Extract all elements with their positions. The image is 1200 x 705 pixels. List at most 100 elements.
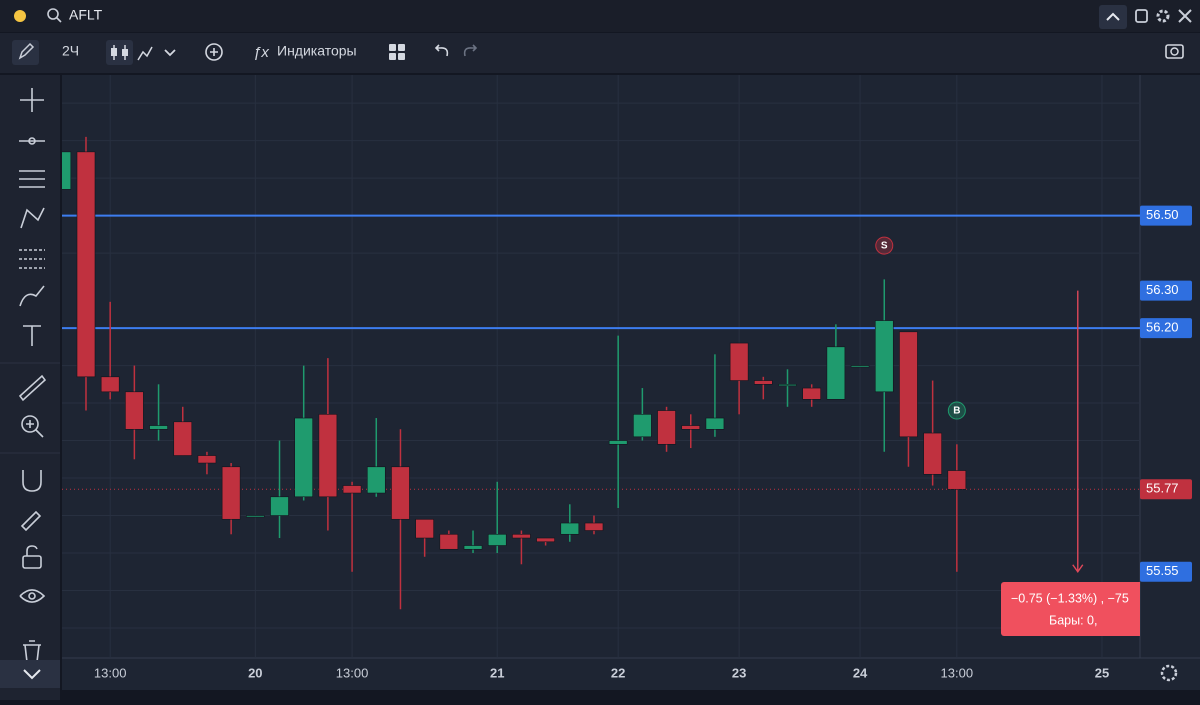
price-axis	[1140, 75, 1200, 658]
axis-settings[interactable]	[1160, 664, 1178, 682]
candle-body	[439, 533, 459, 550]
draw-button[interactable]	[12, 40, 39, 65]
last-price-label: 55.77	[1146, 481, 1179, 496]
price-tag	[1140, 318, 1192, 339]
x-tick-label: 22	[611, 665, 625, 680]
layout-button[interactable]	[389, 44, 405, 60]
series	[62, 136, 967, 610]
candle-body	[366, 466, 386, 494]
x-tick-label: 20	[248, 665, 262, 680]
candle-body	[463, 545, 483, 550]
candle-body	[318, 414, 338, 498]
window-dot[interactable]	[14, 10, 26, 22]
overlays: 56.50 56.20 56.30 55.55 55.77 S B −0.75 (−1.33%…	[875, 205, 1192, 636]
candle-body	[705, 417, 725, 430]
ruler-tool[interactable]	[18, 374, 47, 402]
symbol[interactable]: AFLT	[69, 7, 103, 23]
text-tool[interactable]	[23, 325, 41, 346]
window-button[interactable]	[1135, 9, 1148, 23]
pattern-tool[interactable]	[20, 207, 45, 229]
tool-separator	[0, 362, 60, 454]
candle-body	[149, 425, 168, 430]
candle-body	[221, 466, 241, 520]
collapse-button[interactable]	[1099, 5, 1127, 29]
collapse-icon	[1106, 12, 1120, 21]
zoom-tool-plus	[26, 420, 44, 438]
candle-body	[681, 425, 701, 430]
candle-body	[657, 410, 676, 445]
search-icon-handle	[56, 17, 62, 23]
candle-body	[342, 485, 362, 494]
plot-area	[62, 75, 1140, 658]
toolbar	[0, 33, 1200, 73]
candle-body	[62, 151, 72, 190]
candle-body	[76, 151, 96, 378]
title-bar	[0, 0, 1200, 32]
candle-body	[536, 537, 555, 543]
candles-button[interactable]	[106, 40, 133, 65]
channel-tool[interactable]	[19, 170, 45, 188]
interval[interactable]: 2Ч	[62, 43, 79, 59]
price-tag-label: 55.55	[1146, 563, 1179, 578]
candle-body	[415, 518, 434, 539]
indicators-button[interactable]: Индикаторы	[277, 43, 357, 59]
signal-marker	[875, 236, 894, 255]
visibility-tool[interactable]	[19, 589, 46, 603]
candle-body	[826, 346, 846, 400]
layout-icon	[389, 53, 396, 60]
camera-lens	[1170, 47, 1179, 56]
magnet-tool[interactable]	[22, 470, 42, 492]
x-tick-label: 23	[732, 665, 746, 680]
undo-button[interactable]	[434, 44, 449, 57]
price-tag-label: 56.20	[1146, 320, 1179, 335]
zoom-tool[interactable]	[21, 415, 39, 433]
ray-tool-dot	[28, 137, 36, 145]
area-icon[interactable]	[137, 46, 153, 61]
close-button[interactable]	[1178, 9, 1192, 23]
candle-body	[874, 320, 894, 393]
layout-icon	[398, 53, 405, 60]
x-tick-label: 21	[490, 665, 504, 680]
unlock-tool[interactable]	[22, 555, 42, 569]
time-axis	[62, 658, 1200, 690]
settings-button[interactable]	[1156, 9, 1170, 23]
candle-body	[487, 533, 507, 546]
candle-body	[560, 522, 580, 535]
measure-arrow-head	[1072, 564, 1084, 573]
chart-type-menu[interactable]	[164, 49, 176, 57]
crosshair-tool[interactable]	[20, 88, 44, 112]
layout-icon	[398, 44, 405, 51]
candle-body	[899, 331, 918, 438]
lock-drawing-tool[interactable]	[20, 510, 42, 532]
measure-text: −0.75 (−1.33%) , −75	[1011, 591, 1129, 605]
candle-body	[729, 342, 749, 381]
price-tag	[1140, 561, 1192, 582]
price-tag-label: 56.50	[1146, 207, 1179, 222]
unlock-shackle	[26, 545, 38, 556]
fib-tool[interactable]	[19, 249, 45, 269]
candle-body	[802, 387, 821, 400]
visibility-pupil	[28, 592, 36, 600]
last-price-tag	[1140, 479, 1192, 500]
candle-body	[754, 380, 773, 385]
candle-body	[125, 391, 144, 430]
measure-box: −0.75 (−1.33%) , −75 Бары: 0,	[1001, 582, 1140, 636]
add-button[interactable]	[205, 43, 223, 61]
fx-icon: ƒx	[253, 44, 269, 61]
drawing-tools	[18, 88, 47, 663]
redo-button[interactable]	[463, 44, 478, 57]
candle-body	[608, 440, 628, 445]
add-icon	[210, 48, 218, 56]
tools-toggle[interactable]	[0, 660, 60, 688]
snapshot-button[interactable]	[1165, 44, 1184, 59]
grid	[62, 75, 1140, 658]
candle-body	[512, 533, 531, 539]
x-tick-label: 24	[853, 665, 868, 680]
candle-body	[923, 432, 942, 475]
pencil-icon	[18, 42, 35, 60]
search-icon[interactable]	[47, 8, 59, 20]
brush-tool[interactable]	[19, 285, 45, 307]
x-tick-label: 13:00	[94, 665, 127, 680]
axes: 56.8056.7056.6056.4056.1056.0055.9055.80…	[94, 665, 1109, 680]
